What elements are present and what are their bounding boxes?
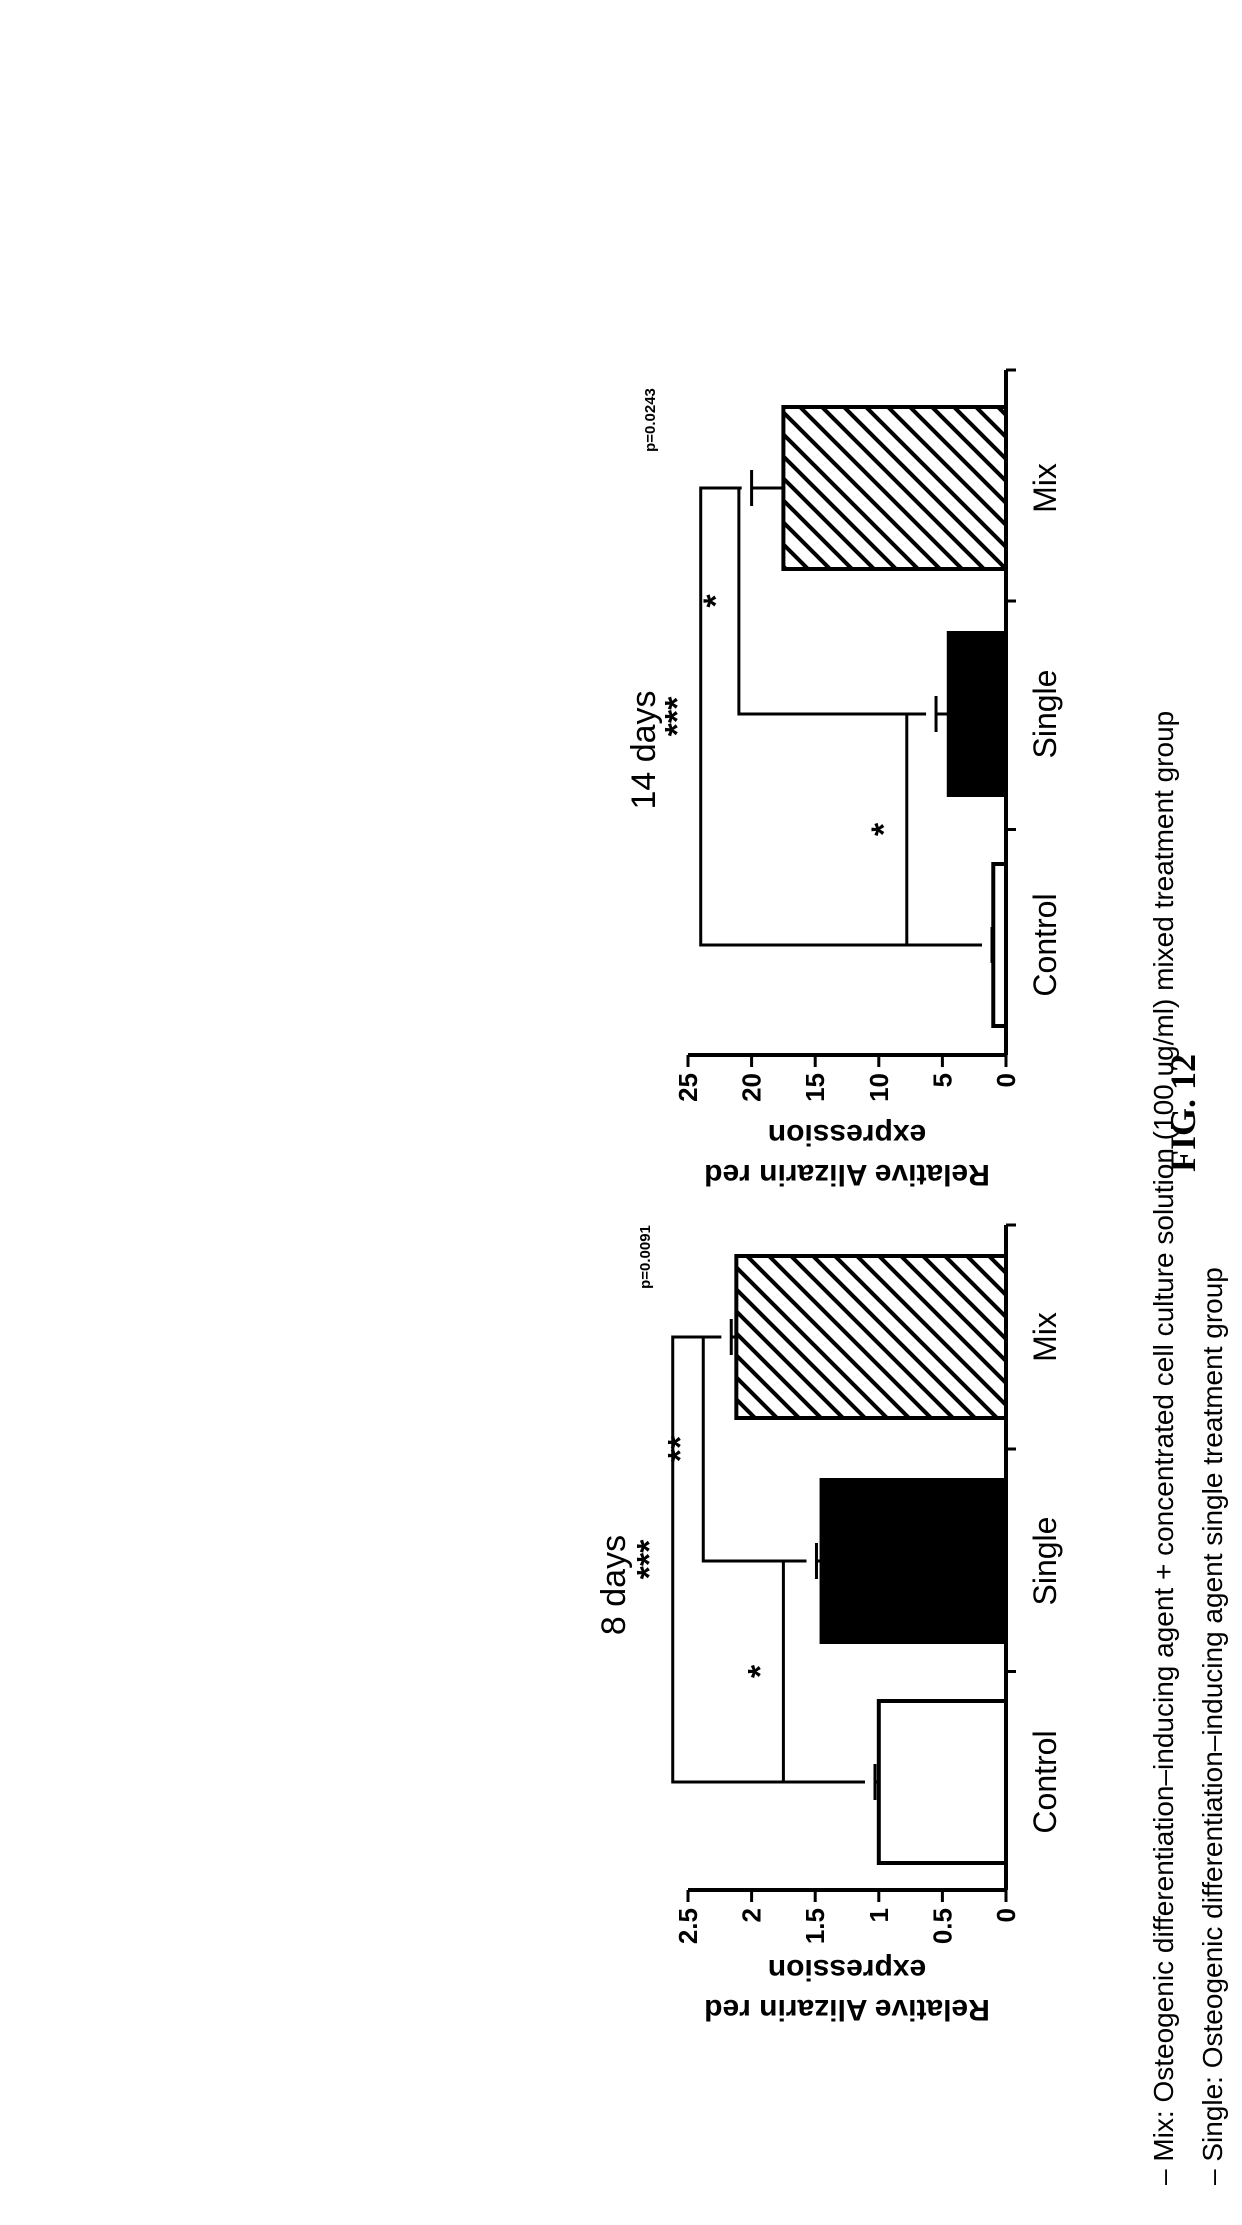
y-axis-label: expression — [768, 1118, 926, 1151]
y-tick-label: 25 — [673, 1073, 703, 1102]
bar-mix — [734, 1254, 1008, 1420]
category-label: Control — [1027, 893, 1063, 996]
category-label: Single — [1027, 670, 1063, 759]
chart-14-days: 14 days p=0.0243 0 5 10 15 20 25 Relative Alizar… — [625, 368, 1063, 1191]
footnote-mix: – Mix: Osteogenic differentiation–induci… — [1148, 711, 1179, 2185]
p-value-label: p=0.0243 — [642, 388, 659, 452]
y-tick-label: 1.5 — [800, 1908, 830, 1944]
significance-bracket — [671, 1335, 865, 1784]
bar-single — [946, 631, 1009, 797]
y-tick-label: 0 — [991, 1908, 1021, 1922]
y-tick-label: 2 — [737, 1908, 767, 1922]
y-tick-label: 2.5 — [673, 1908, 703, 1944]
category-label: Mix — [1027, 1312, 1063, 1362]
y-tick-label: 0.5 — [927, 1908, 957, 1944]
figure-title: FIG. 12 — [1163, 1054, 1203, 1172]
p-value-label: p=0.0091 — [637, 1225, 654, 1289]
bar-single — [819, 1478, 1008, 1644]
significance-bracket — [699, 486, 983, 947]
significance-label: *** — [659, 696, 697, 736]
category-label: Single — [1027, 1517, 1063, 1606]
y-axis-label: Relative Alizarin red — [704, 1993, 990, 2026]
y-tick-label: 5 — [927, 1073, 957, 1087]
y-tick-label: 0 — [991, 1073, 1021, 1087]
y-axis-label: Relative Alizarin red — [704, 1158, 990, 1191]
category-label: Control — [1027, 1730, 1063, 1833]
y-tick-label: 20 — [737, 1073, 767, 1102]
y-tick-label: 10 — [864, 1073, 894, 1102]
y-tick-label: 15 — [800, 1073, 830, 1102]
significance-label: * — [697, 594, 735, 608]
bar-mix — [781, 405, 1009, 571]
panel-title: 8 days — [595, 1535, 633, 1635]
significance-label: ** — [661, 1435, 699, 1462]
y-axis-label: expression — [768, 1953, 926, 1986]
significance-label: * — [865, 822, 903, 836]
bar-control — [876, 1699, 1008, 1865]
panel-title: 14 days — [625, 690, 663, 809]
significance-label: *** — [631, 1539, 669, 1579]
footnote-single: – Single: Osteogenic differentiation–ind… — [1197, 1267, 1228, 2185]
bar-control — [991, 862, 1009, 1028]
y-tick-label: 1 — [864, 1908, 894, 1922]
significance-label: * — [741, 1664, 779, 1678]
category-label: Mix — [1027, 463, 1063, 513]
chart-8-days: 8 days p=0.0091 0 0.5 1 1.5 2 2.5 Relative Aliza… — [595, 1223, 1063, 2026]
